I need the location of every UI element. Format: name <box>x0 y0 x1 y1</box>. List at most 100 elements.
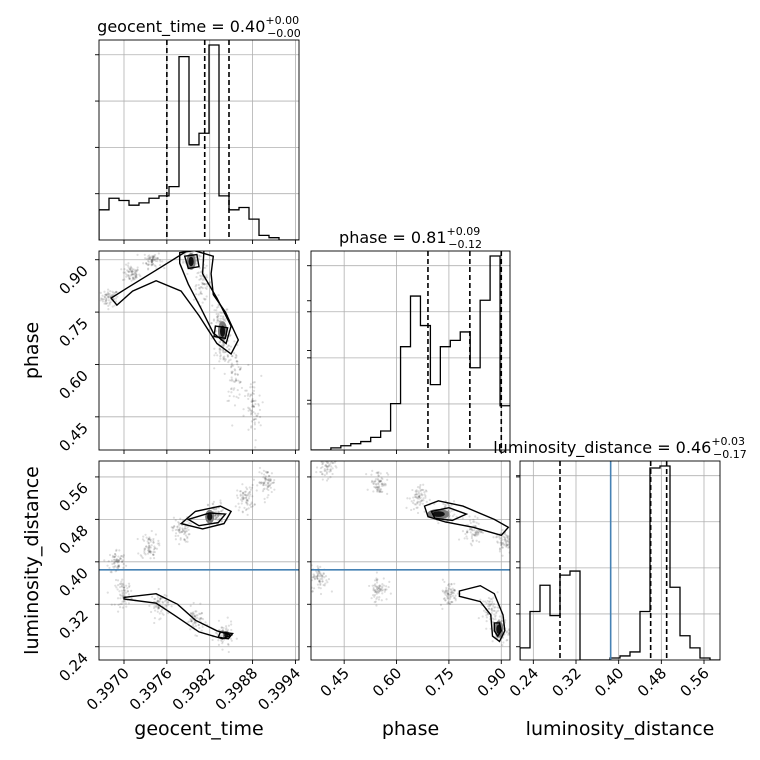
scatter-point <box>204 298 207 301</box>
scatter-point <box>151 595 154 598</box>
scatter-point <box>186 272 189 276</box>
scatter-point <box>326 465 329 468</box>
scatter-point <box>311 590 314 593</box>
scatter-point <box>217 514 220 517</box>
scatter-point <box>212 503 215 506</box>
scatter-point <box>152 557 156 560</box>
scatter-point <box>327 578 331 581</box>
scatter-point <box>419 496 422 499</box>
scatter-point <box>120 585 124 588</box>
histogram-step <box>520 465 720 660</box>
scatter-point <box>272 481 275 484</box>
scatter-point <box>412 499 416 502</box>
scatter-point <box>489 602 492 606</box>
scatter-point <box>257 404 260 407</box>
scatter-point <box>147 260 151 263</box>
scatter-point <box>443 592 446 595</box>
scatter-point <box>237 379 240 382</box>
scatter-point <box>378 487 381 490</box>
scatter-point <box>158 542 161 545</box>
scatter-point <box>192 611 195 614</box>
scatter-point <box>373 589 377 592</box>
scatter-point <box>108 303 111 306</box>
scatter-point <box>115 566 119 569</box>
scatter-point <box>138 273 141 276</box>
scatter-point <box>415 489 418 492</box>
scatter-point <box>242 498 245 501</box>
scatter-point <box>258 394 261 397</box>
scatter-point <box>187 533 190 536</box>
grid-lines <box>99 251 299 450</box>
scatter-point <box>378 486 381 489</box>
scatter-point <box>507 546 510 549</box>
scatter-point <box>375 490 379 493</box>
scatter-point <box>125 273 128 276</box>
scatter-point <box>375 597 378 600</box>
scatter-point <box>450 591 453 594</box>
scatter-point <box>494 618 497 621</box>
scatter-point <box>134 276 138 279</box>
scatter-point <box>127 602 130 605</box>
y-tick-label: 0.48 <box>55 521 91 557</box>
scatter-point <box>507 543 510 547</box>
scatter-points <box>311 455 510 647</box>
scatter-point <box>219 341 222 344</box>
scatter-point <box>227 344 231 347</box>
scatter-point <box>201 281 204 284</box>
scatter-point <box>106 564 109 567</box>
scatter-point <box>106 301 109 305</box>
scatter-point <box>370 597 373 600</box>
scatter-point <box>235 356 238 359</box>
scatter-point <box>258 408 262 412</box>
scatter-point <box>242 408 245 411</box>
scatter-point <box>501 546 504 549</box>
scatter-point <box>503 538 506 541</box>
scatter-point <box>269 483 272 486</box>
scatter-point <box>127 275 130 278</box>
scatter-point <box>174 519 177 522</box>
scatter-point <box>143 547 146 550</box>
scatter-point <box>231 424 234 427</box>
x-tick-label: 0.32 <box>548 664 584 700</box>
scatter-point <box>242 496 245 499</box>
scatter-point <box>120 268 123 271</box>
scatter-point <box>326 455 328 457</box>
scatter-point <box>269 480 272 483</box>
scatter-point <box>384 483 387 486</box>
scatter-point <box>498 615 501 618</box>
scatter-point <box>198 266 201 270</box>
scatter-point <box>153 605 156 608</box>
scatter-point <box>371 584 374 587</box>
scatter-point <box>129 274 132 277</box>
scatter-point <box>145 262 148 265</box>
scatter-point <box>378 587 381 590</box>
scatter-point <box>152 541 155 544</box>
scatter-point <box>194 285 197 288</box>
scatter-point <box>445 588 448 591</box>
scatter-point <box>121 559 124 562</box>
scatter-point <box>144 547 147 550</box>
scatter-point <box>198 618 201 621</box>
scatter-point <box>222 343 225 346</box>
scatter-point <box>151 254 154 258</box>
scatter-point <box>422 483 425 486</box>
scatter-point <box>157 599 160 602</box>
scatter-point <box>213 347 216 350</box>
scatter-point <box>474 532 478 535</box>
scatter-point <box>222 318 225 321</box>
scatter-point <box>105 297 108 300</box>
scatter-point <box>210 322 213 325</box>
scatter-point <box>150 264 153 267</box>
scatter-point <box>321 462 324 465</box>
scatter-point <box>133 277 136 280</box>
scatter-point <box>116 561 119 564</box>
scatter-point <box>498 618 501 622</box>
scatter-point <box>449 593 452 596</box>
scatter-point <box>149 550 152 553</box>
scatter-point <box>377 474 380 477</box>
scatter-point <box>319 572 322 575</box>
scatter-point <box>103 298 106 301</box>
scatter-point <box>477 522 480 525</box>
scatter-point <box>332 455 334 457</box>
scatter-point <box>129 268 132 271</box>
